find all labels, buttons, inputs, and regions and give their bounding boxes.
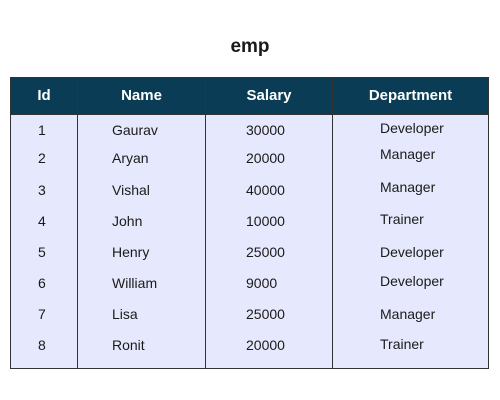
cell-salary: 20000 — [246, 150, 285, 166]
cell-department: Manager — [380, 306, 436, 322]
table-title: emp — [230, 36, 270, 57]
column-header-name: Name — [121, 87, 162, 104]
cell-department: Trainer — [380, 336, 424, 352]
cell-id: 4 — [38, 213, 46, 229]
cell-id: 6 — [38, 275, 46, 291]
cell-name: Aryan — [112, 150, 149, 166]
cell-department: Manager — [380, 179, 436, 195]
cell-salary: 10000 — [246, 213, 285, 229]
cell-salary: 20000 — [246, 337, 285, 353]
column-header-id: Id — [37, 87, 51, 104]
cell-id: 5 — [38, 244, 46, 260]
cell-name: John — [112, 213, 143, 229]
cell-salary: 30000 — [246, 122, 285, 138]
cell-salary: 9000 — [246, 275, 278, 291]
cell-department: Developer — [380, 120, 444, 136]
cell-name: Gaurav — [112, 122, 158, 138]
cell-name: Vishal — [112, 182, 150, 198]
table-header: Id Name Salary Department — [11, 78, 488, 115]
emp-table: Id Name Salary Department 1 Gaurav 30000 De… — [10, 77, 489, 369]
cell-id: 1 — [38, 122, 46, 138]
cell-name: William — [112, 275, 158, 291]
cell-id: 8 — [38, 337, 46, 353]
cell-name: Henry — [112, 244, 150, 260]
cell-id: 7 — [38, 306, 46, 322]
cell-department: Trainer — [380, 211, 424, 227]
column-divider — [332, 78, 333, 368]
cell-salary: 25000 — [246, 306, 285, 322]
cell-id: 3 — [38, 182, 46, 198]
cell-department: Manager — [380, 146, 436, 162]
cell-name: Lisa — [112, 306, 138, 322]
column-header-salary: Salary — [246, 87, 292, 104]
cell-salary: 40000 — [246, 182, 285, 198]
column-divider — [205, 78, 206, 368]
column-divider — [77, 78, 78, 368]
cell-name: Ronit — [112, 337, 145, 353]
cell-department: Developer — [380, 244, 444, 260]
cell-department: Developer — [380, 273, 444, 289]
column-header-department: Department — [368, 87, 453, 104]
cell-salary: 25000 — [246, 244, 285, 260]
cell-id: 2 — [38, 150, 46, 166]
